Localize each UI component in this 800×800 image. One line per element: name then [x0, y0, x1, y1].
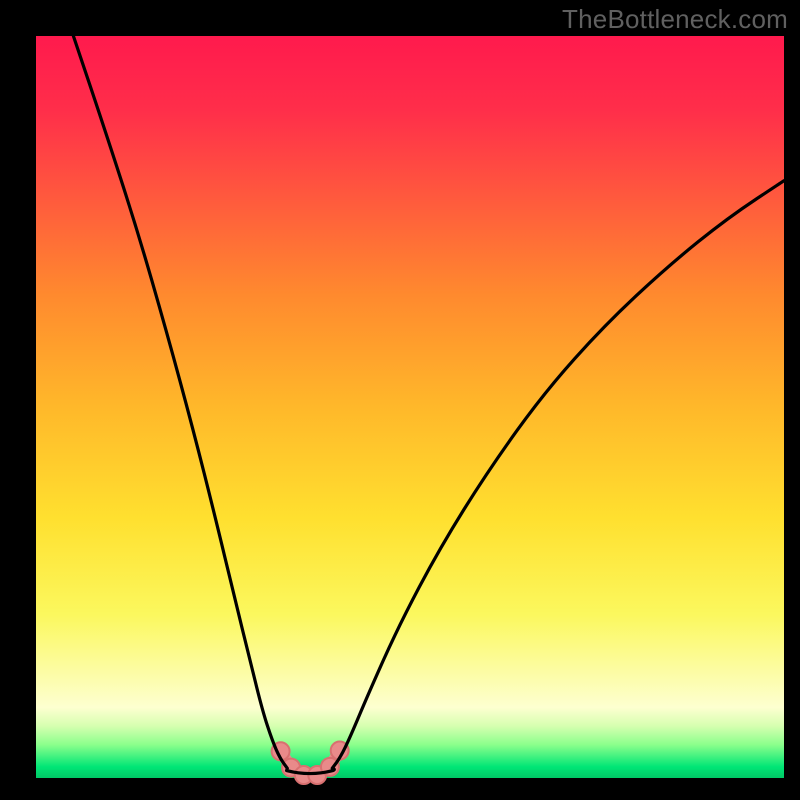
chart-background-gradient [36, 36, 784, 778]
watermark-text: TheBottleneck.com [562, 4, 788, 35]
